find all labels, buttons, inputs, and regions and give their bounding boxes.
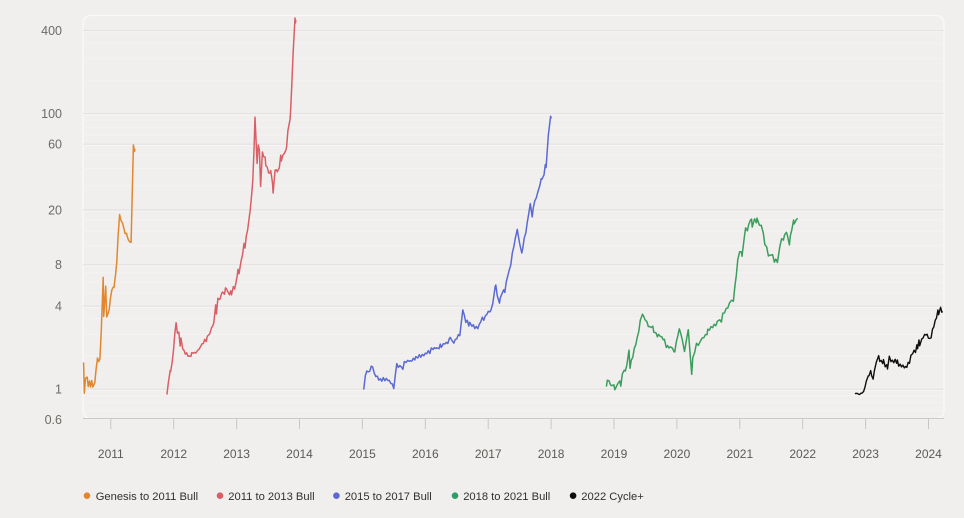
svg-text:2015: 2015 bbox=[349, 447, 376, 461]
svg-text:60: 60 bbox=[48, 138, 62, 152]
svg-text:2011: 2011 bbox=[98, 447, 124, 461]
svg-text:100: 100 bbox=[41, 107, 62, 121]
svg-text:2019: 2019 bbox=[601, 447, 628, 461]
svg-text:Genesis to 2011 Bull: Genesis to 2011 Bull bbox=[96, 491, 198, 503]
svg-text:2022 Cycle+: 2022 Cycle+ bbox=[581, 491, 644, 503]
svg-text:2018 to 2021 Bull: 2018 to 2021 Bull bbox=[463, 491, 550, 503]
svg-text:400: 400 bbox=[41, 24, 62, 38]
svg-text:2021: 2021 bbox=[726, 447, 753, 461]
svg-text:4: 4 bbox=[55, 300, 62, 314]
svg-text:2011 to 2013 Bull: 2011 to 2013 Bull bbox=[228, 491, 314, 503]
svg-text:2023: 2023 bbox=[852, 447, 879, 461]
svg-text:20: 20 bbox=[48, 203, 62, 217]
svg-text:2022: 2022 bbox=[789, 447, 816, 461]
svg-text:2012: 2012 bbox=[160, 447, 187, 461]
svg-text:1: 1 bbox=[55, 383, 62, 397]
svg-text:2018: 2018 bbox=[538, 447, 565, 461]
svg-text:2013: 2013 bbox=[223, 447, 250, 461]
svg-text:2024: 2024 bbox=[915, 447, 942, 461]
svg-text:0.6: 0.6 bbox=[45, 413, 62, 427]
svg-text:2016: 2016 bbox=[412, 447, 439, 461]
svg-text:2015 to 2017 Bull: 2015 to 2017 Bull bbox=[345, 491, 432, 503]
svg-text:8: 8 bbox=[55, 258, 62, 272]
svg-text:2014: 2014 bbox=[286, 447, 313, 461]
svg-text:2020: 2020 bbox=[664, 447, 691, 461]
svg-text:2017: 2017 bbox=[475, 447, 502, 461]
